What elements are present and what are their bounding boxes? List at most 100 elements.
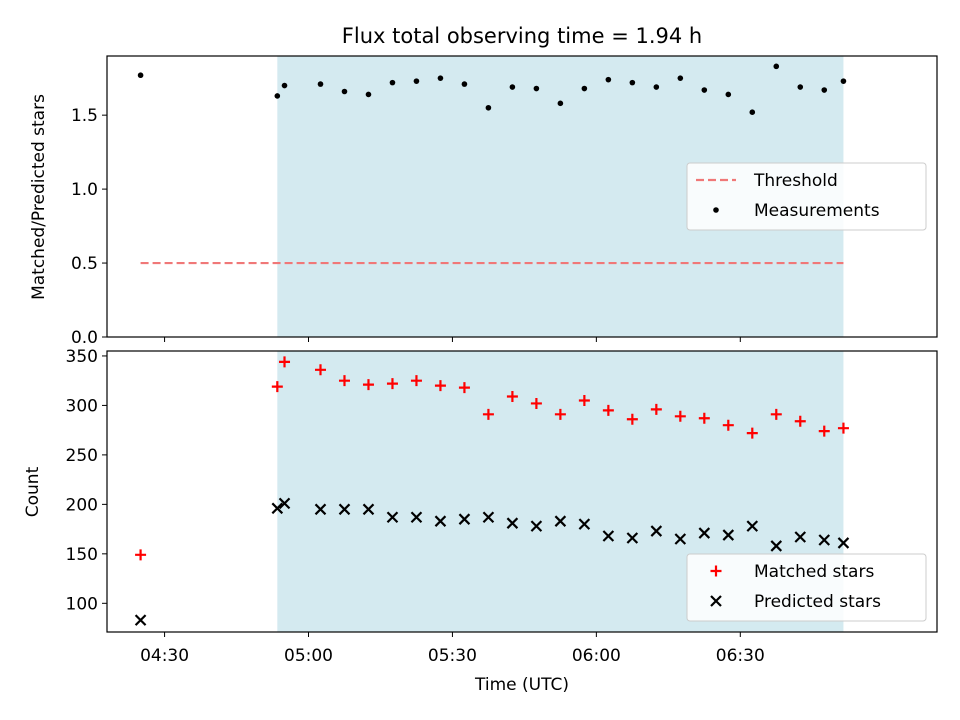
bottom-y-tick-label: 200	[66, 495, 98, 515]
measurement-point	[485, 104, 492, 111]
matched-star-point	[626, 413, 638, 425]
matched-star-point	[506, 391, 518, 403]
predicted-star-point	[506, 517, 519, 529]
matched-star-point	[338, 375, 350, 387]
measurement-point	[629, 79, 636, 86]
x-tick-label: 06:30	[716, 646, 765, 666]
matched-star-point	[674, 410, 686, 422]
matched-star-point	[578, 394, 590, 406]
measurement-point	[533, 85, 540, 92]
predicted-star-point	[362, 503, 375, 516]
measurement-point	[821, 87, 828, 93]
bottom-y-tick-label: 350	[66, 347, 98, 367]
chart-title: Flux total observing time = 1.94 h	[342, 24, 702, 48]
matched-star-point	[650, 403, 662, 415]
bottom-y-tick-label: 300	[66, 396, 98, 416]
bottom-y-tick-label: 250	[66, 446, 98, 466]
matched-star-point	[458, 382, 470, 394]
predicted-star-point	[134, 614, 147, 626]
predicted-star-point	[278, 497, 291, 510]
predicted-star-point	[338, 503, 351, 516]
predicted-star-point	[746, 520, 759, 532]
measurement-point	[653, 84, 660, 90]
measurement-point	[413, 78, 420, 84]
measurement-point	[797, 84, 804, 90]
matched-star-point	[386, 378, 398, 390]
bottom-y-axis-label: Count	[23, 466, 43, 517]
legend-box	[686, 162, 927, 231]
measurement-point	[274, 93, 281, 99]
measurement-point	[840, 78, 847, 84]
matched-star-point	[314, 364, 326, 376]
predicted-star-point	[434, 515, 447, 527]
legend-label: Threshold	[753, 171, 838, 191]
matched-star-point	[279, 356, 291, 368]
x-tick-label: 06:00	[572, 646, 621, 666]
bottom-axes-frame	[106, 350, 938, 633]
predicted-star-point	[722, 529, 735, 541]
measurement-point	[677, 75, 684, 81]
predicted-star-point	[698, 527, 711, 539]
predicted-star-point	[818, 534, 831, 546]
matched-star-point	[362, 379, 374, 391]
predicted-star-point	[271, 502, 284, 515]
measurement-point	[281, 82, 288, 89]
predicted-star-point	[530, 520, 543, 532]
predicted-star-point	[554, 515, 567, 527]
top-y-tick-label: 1.5	[71, 106, 98, 126]
top-panel: 0.0 0.5 1.0 1.5 Threshold Measurements	[71, 55, 938, 348]
measurement-point	[701, 87, 708, 93]
predicted-star-point	[674, 533, 687, 545]
matched-star-point	[482, 408, 494, 420]
matched-star-point	[698, 412, 710, 424]
bottom-panel: 100 150 200 250 300 350 04:30 05:00 05:30 06:00 06…	[66, 347, 938, 666]
top-y-tick-label: 0.5	[71, 254, 98, 274]
measurement-point	[437, 75, 444, 81]
bottom-y-tick-label: 100	[66, 594, 98, 614]
matched-star-point	[746, 427, 758, 439]
predicted-star-point	[482, 511, 495, 524]
measurement-point	[137, 72, 144, 79]
matched-star-point	[554, 408, 566, 420]
bottom-legend: Matched stars Predicted stars	[686, 553, 927, 622]
predicted-star-point	[578, 518, 591, 530]
bottom-y-tick-label: 150	[66, 545, 98, 565]
measurement-point	[581, 85, 588, 92]
predicted-star-point	[794, 531, 807, 543]
top-y-tick-label: 0.0	[71, 328, 98, 348]
measurement-point	[725, 91, 732, 98]
top-y-axis-label: Matched/Predicted stars	[29, 94, 49, 300]
predicted-star-point	[386, 511, 399, 524]
matched-star-point	[602, 404, 614, 416]
matched-star-point	[434, 380, 446, 392]
measurement-point	[317, 81, 324, 87]
measurement-point	[557, 100, 564, 107]
measurement-point	[509, 84, 516, 90]
predicted-star-point	[314, 503, 327, 516]
matched-star-point	[770, 408, 782, 420]
x-tick-label: 05:30	[428, 646, 477, 666]
matched-star-point	[530, 397, 542, 409]
matched-star-point	[722, 419, 734, 431]
matched-star-point	[794, 415, 806, 427]
top-legend: Threshold Measurements	[686, 162, 927, 231]
predicted-star-point	[770, 540, 783, 552]
measurement-point	[605, 76, 612, 83]
legend-label: Measurements	[754, 201, 880, 221]
measurement-point	[773, 63, 780, 70]
matched-star-point	[271, 381, 283, 393]
legend-predicted-marker	[710, 595, 722, 607]
x-axis-label: Time (UTC)	[474, 675, 569, 695]
x-tick-label: 05:00	[284, 646, 333, 666]
legend-matched-marker	[710, 565, 722, 577]
legend-label: Matched stars	[754, 562, 874, 582]
matched-star-point	[837, 422, 849, 434]
matched-star-point	[818, 425, 830, 437]
measurement-point	[341, 88, 348, 95]
measurement-point	[749, 109, 756, 115]
legend-label: Predicted stars	[754, 592, 881, 612]
predicted-star-point	[602, 530, 615, 542]
legend-box	[686, 553, 927, 622]
measurement-point	[461, 81, 468, 87]
